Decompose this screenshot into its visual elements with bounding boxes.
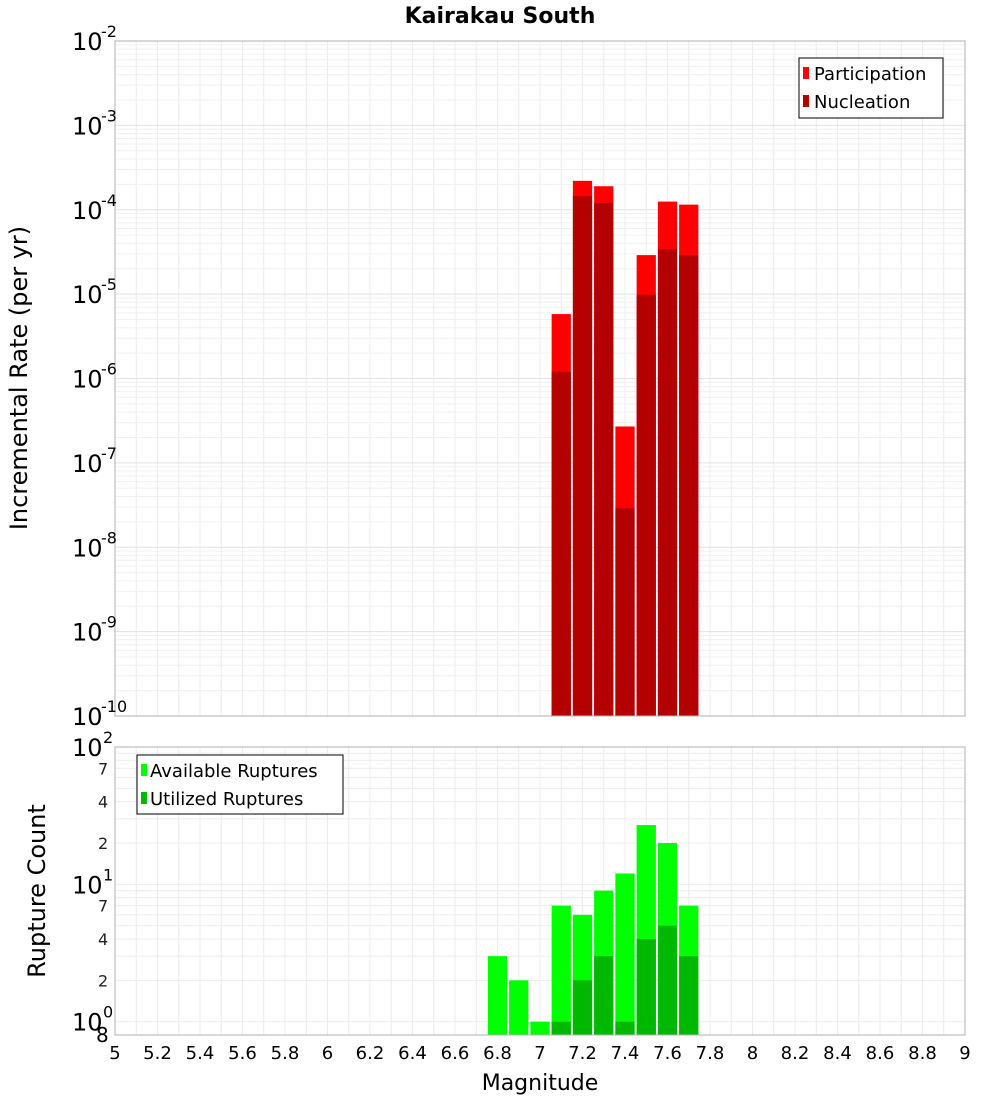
bottom-y-axis-label: Rupture Count [23,804,51,978]
bar-nucleation-7.7 [679,255,699,716]
y-tick-label: 10 [72,871,103,899]
x-tick-label: 9 [959,1043,970,1064]
y-tick-exponent: 0 [103,1003,113,1022]
chart-title: Kairakau South [405,4,596,29]
y-tick-exponent: 1 [103,865,113,884]
y-tick-label: 10 [72,734,103,762]
y-tick-label: 10 [72,619,103,647]
y-tick-exponent: -9 [101,613,117,632]
x-tick-label: 7.2 [568,1043,597,1064]
bar-available-ruptures-6.8 [487,956,508,1035]
y-tick-label: 10 [72,366,103,394]
bar-utilized-ruptures-7.6 [657,925,678,1035]
x-tick-label: 7.8 [696,1043,725,1064]
y-tick-exponent: 2 [103,728,113,747]
bar-nucleation-7.4 [615,508,635,716]
x-tick-label: 7 [534,1043,545,1064]
y-tick-exponent: -2 [101,22,117,41]
y-tick-minor-label: 2 [98,971,108,990]
y-tick-minor-label: 2 [98,834,108,853]
bottom-plot-frame [114,746,966,1036]
bottom-legend: Available Ruptures Utilized Ruptures [136,754,344,815]
y-tick-minor-label: 4 [98,793,108,812]
x-tick-label: 7.4 [611,1043,640,1064]
y-tick-exponent: -6 [101,360,117,379]
y-tick-label: 10 [72,112,103,140]
bar-nucleation-7.3 [594,203,614,716]
top-plot-frame [114,40,966,717]
y-tick-label: 10 [72,450,103,478]
x-tick-label: 5.2 [143,1043,172,1064]
x-tick-label: 6.8 [483,1043,512,1064]
bar-utilized-ruptures-7.7 [679,956,699,1035]
y-tick-exponent: -10 [101,697,127,716]
bar-available-ruptures-7.0 [530,1021,550,1035]
x-tick-label: 5.4 [186,1043,215,1064]
bar-utilized-ruptures-7.1 [551,1021,571,1035]
y-tick-label: 10 [72,281,103,309]
x-tick-label: 8.4 [823,1043,852,1064]
x-tick-label: 5.6 [228,1043,257,1064]
legend-swatch-nucleation [803,95,809,107]
y-tick-exponent: -4 [101,191,117,210]
x-tick-label: 6.2 [356,1043,385,1064]
bar-available-ruptures-7.4 [615,873,635,1035]
bar-available-ruptures-7.1 [551,905,571,1035]
y-tick-minor-label: 8 [96,1023,109,1047]
y-tick-exponent: -7 [101,444,117,463]
top-legend-box [798,57,944,119]
x-tick-label: 8.8 [908,1043,937,1064]
legend-label-participation: Participation [814,64,926,85]
legend-swatch-available-ruptures [141,764,147,776]
y-tick-minor-label: 4 [98,930,108,949]
y-tick-exponent: -3 [101,106,117,125]
bottom-legend-box [136,754,344,815]
x-axis-label: Magnitude [482,1071,599,1096]
legend-label-nucleation: Nucleation [814,92,910,113]
bar-available-ruptures-6.9 [509,980,529,1035]
x-tick-label: 8.2 [781,1043,810,1064]
y-tick-minor-label: 7 [98,897,108,916]
legend-swatch-participation [803,67,809,79]
bar-nucleation-7.1 [551,371,571,716]
top-y-axis-label: Incremental Rate (per yr) [5,226,33,530]
top-legend: Participation Nucleation [798,57,944,119]
legend-label-utilized-ruptures: Utilized Ruptures [150,789,303,810]
bar-utilized-ruptures-7.3 [594,956,614,1035]
bar-nucleation-7.6 [657,249,678,716]
x-tick-label: 8 [747,1043,758,1064]
legend-swatch-utilized-ruptures [141,792,147,804]
y-tick-label: 10 [72,1009,103,1037]
y-tick-label: 10 [72,703,103,731]
x-tick-label: 5.8 [271,1043,300,1064]
bar-nucleation-7.5 [636,294,656,716]
x-tick-label: 6.4 [398,1043,427,1064]
y-tick-label: 10 [72,28,103,56]
x-tick-label: 6 [322,1043,333,1064]
y-tick-label: 10 [72,197,103,225]
x-tick-label: 7.6 [653,1043,682,1064]
y-tick-label: 10 [72,534,103,562]
bar-utilized-ruptures-7.5 [636,939,656,1035]
x-tick-label: 5 [109,1043,120,1064]
legend-label-available-ruptures: Available Ruptures [150,761,318,782]
x-tick-label: 8.6 [866,1043,895,1064]
y-tick-exponent: -5 [101,275,117,294]
x-tick-label: 6.6 [441,1043,470,1064]
y-tick-minor-label: 7 [98,759,108,778]
bar-utilized-ruptures-7.2 [572,980,593,1035]
y-tick-exponent: -8 [101,528,117,547]
bar-nucleation-7.2 [572,196,593,716]
bar-utilized-ruptures-7.4 [615,1021,635,1035]
